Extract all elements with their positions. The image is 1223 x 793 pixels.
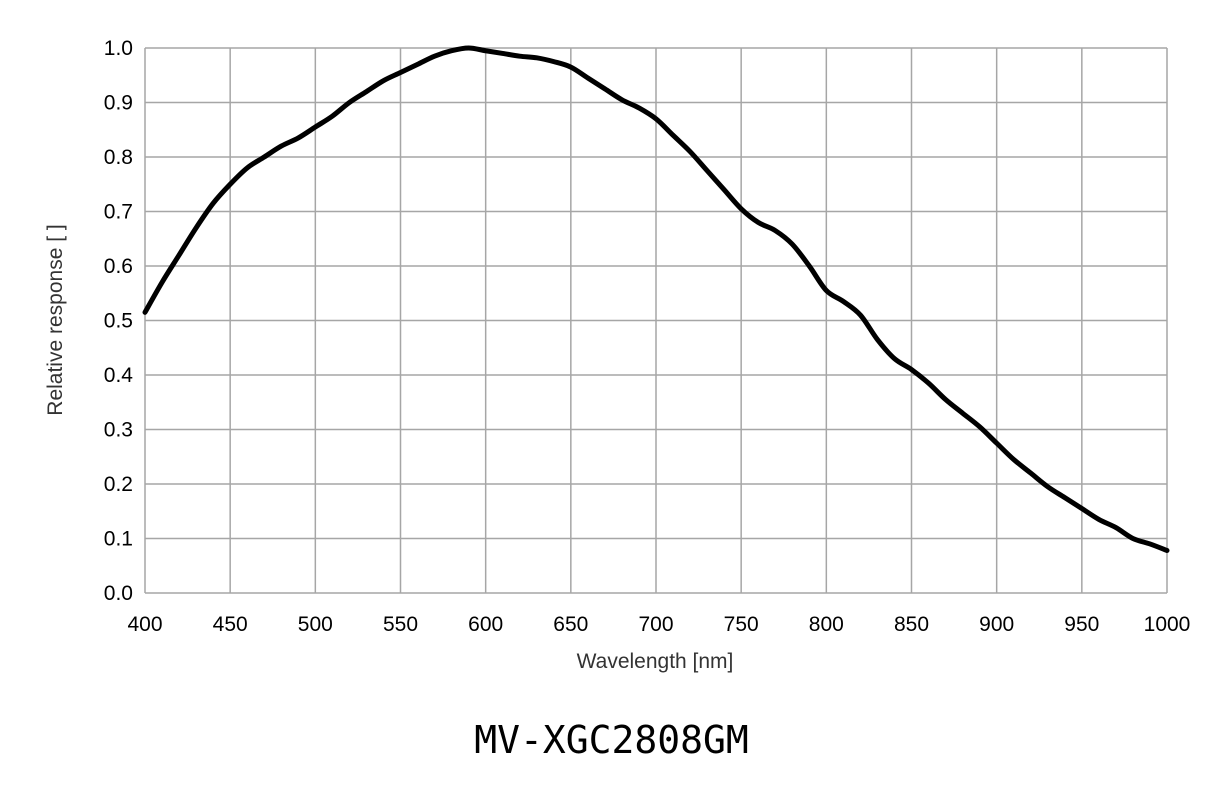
x-tick-label-650: 650 — [553, 613, 588, 636]
x-tick-label-950: 950 — [1064, 613, 1099, 636]
x-tick-label-500: 500 — [298, 613, 333, 636]
y-tick-label-0.5: 0.5 — [104, 310, 133, 333]
model-caption: MV-XGC2808GM — [474, 718, 749, 762]
x-tick-label-800: 800 — [809, 613, 844, 636]
y-axis-label: Relative response [ ] — [44, 224, 67, 415]
x-tick-label-900: 900 — [979, 613, 1014, 636]
x-tick-labels: 400 450 500 550 600 650 700 750 800 850 900 950 1000 — [127, 613, 1190, 636]
x-tick-label-1000: 1000 — [1144, 613, 1191, 636]
y-tick-label-0.8: 0.8 — [104, 146, 133, 169]
y-tick-label-1.0: 1.0 — [104, 37, 133, 60]
y-tick-label-0.1: 0.1 — [104, 528, 133, 551]
chart-grid — [144, 47, 1168, 594]
y-tick-label-0.7: 0.7 — [104, 201, 133, 224]
x-tick-label-700: 700 — [638, 613, 673, 636]
x-tick-label-550: 550 — [383, 613, 418, 636]
x-tick-label-450: 450 — [213, 613, 248, 636]
y-tick-label-0.6: 0.6 — [104, 255, 133, 278]
y-tick-label-0.0: 0.0 — [104, 582, 133, 605]
x-axis-label: Wavelength [nm] — [577, 650, 734, 673]
y-tick-label-0.9: 0.9 — [104, 92, 133, 115]
y-tick-labels: 0.0 0.1 0.2 0.3 0.4 0.5 0.6 0.7 0.8 0.9 1.0 — [104, 37, 134, 605]
x-tick-label-400: 400 — [127, 613, 162, 636]
response-curve — [142, 45, 1170, 553]
response-chart: 400 450 500 550 600 650 700 750 800 850 900 950 1000… — [44, 37, 1190, 673]
y-tick-label-0.2: 0.2 — [104, 473, 133, 496]
y-tick-label-0.4: 0.4 — [104, 364, 134, 387]
x-tick-label-600: 600 — [468, 613, 503, 636]
x-tick-label-750: 750 — [724, 613, 759, 636]
y-tick-label-0.3: 0.3 — [104, 419, 133, 442]
x-tick-label-850: 850 — [894, 613, 929, 636]
